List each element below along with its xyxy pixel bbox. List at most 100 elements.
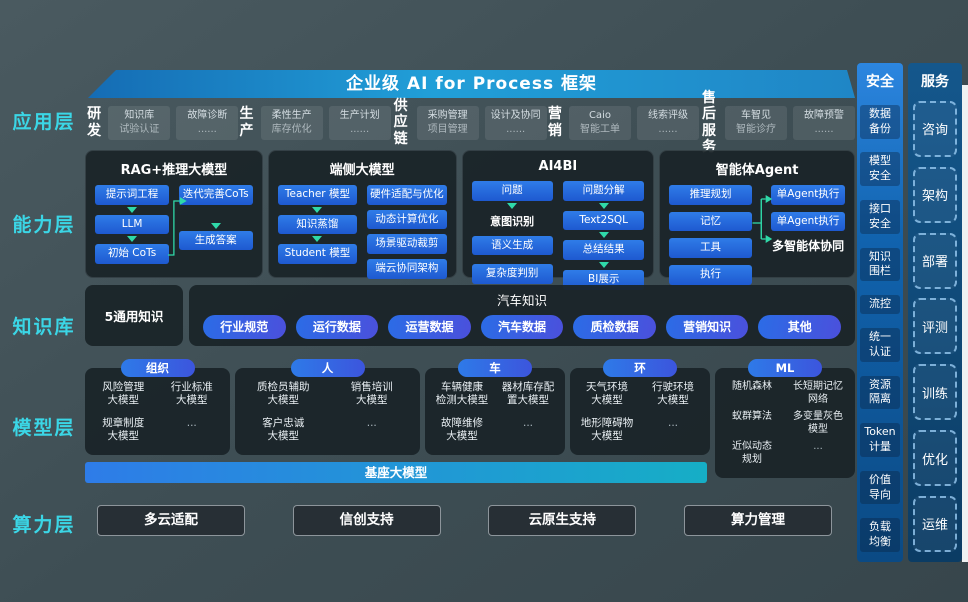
service-item: 运维 xyxy=(913,495,957,552)
security-item: 价值 导向 xyxy=(860,470,900,505)
flow-chip: 单Agent执行 xyxy=(771,185,845,205)
flow-column: 问题 意图识别 语义生成 复杂度判别 xyxy=(471,181,553,284)
flow-chip: Text2SQL xyxy=(563,210,645,231)
capability-box-edge: 端侧大模型 Teacher 模型 知识蒸馏 Student 模型 硬件适配与优化… xyxy=(267,150,457,279)
model-item: 销售培训 大模型 xyxy=(350,381,393,407)
flow-chip: 知识蒸馏 xyxy=(277,214,358,235)
capability-box-rag: RAG+推理大模型 提示词工程 LLM 初始 CoTs 迭代完善CoTs 生成答… xyxy=(85,150,263,278)
app-group-production: 生产 柔性生产 库存优化 生产计划 ...... xyxy=(238,105,391,140)
app-chip-line: ...... xyxy=(197,123,217,135)
app-group-aftersales: 售后服务 车智见 智能诊疗 故障预警 ...... xyxy=(699,90,855,155)
app-chip-line: ...... xyxy=(658,123,678,135)
services-panel: 服务 咨询 架构 部署 评测 训练 优化 运维 xyxy=(908,63,962,562)
app-chip-line: 采购管理 xyxy=(427,109,468,121)
flow-text-item: 意图识别 xyxy=(490,214,535,228)
model-tag-pill: 组织 xyxy=(120,359,195,377)
app-chip-line: 智能工单 xyxy=(579,123,620,135)
arrow-down-icon xyxy=(598,261,609,268)
model-item: 车辆健康 检测大模型 xyxy=(435,381,489,407)
app-chip-line: 库存优化 xyxy=(271,123,312,135)
security-panel: 安全 数据 备份 模型 安全 接口 安全 知识 围栏 流控 统一 认证 资源 隔… xyxy=(857,63,903,562)
knowledge-pill: 运营数据 xyxy=(388,315,471,339)
framework-title-banner: 企业级 AI for Process 框架 xyxy=(88,70,855,98)
knowledge-layer-row: 5通用知识 汽车知识 行业规范 运行数据 运营数据 汽车数据 质检数据 营销知识… xyxy=(85,285,855,346)
compute-layer-row: 多云适配 信创支持 云原生支持 算力管理 xyxy=(85,505,855,536)
model-item: 近似动态 规划 xyxy=(732,441,772,465)
model-item: 行业标准 大模型 xyxy=(170,381,213,407)
app-group-label: 营销 xyxy=(547,106,562,139)
app-group-rd: 研发 知识库 试验认证 故障诊断 ...... xyxy=(86,105,239,140)
security-item: 接口 安全 xyxy=(860,200,900,234)
model-item: 天气环境 大模型 xyxy=(586,381,628,407)
flow-column: 硬件适配与优化 动态计算优化 场景驱动裁剪 端云协同架构 xyxy=(367,185,447,279)
app-chip: 车智见 智能诊疗 xyxy=(725,105,787,140)
app-chip-line: 设计及协同 xyxy=(490,109,541,121)
model-category-people: 人 质检员辅助 大模型 销售培训 大模型 客户忠诚 大模型 ... xyxy=(235,359,420,455)
security-item: 流控 xyxy=(860,295,900,315)
arrow-down-icon xyxy=(210,222,221,229)
flow-chip: 记忆 xyxy=(669,211,752,232)
app-group-label: 供应链 xyxy=(393,98,408,147)
knowledge-general-box: 5通用知识 xyxy=(85,285,183,346)
service-item: 训练 xyxy=(913,364,957,421)
arrow-down-icon xyxy=(598,232,609,239)
model-tag-pill: ML xyxy=(748,359,822,377)
security-item: 知识 围栏 xyxy=(860,247,900,282)
layer-label-model: 模型层 xyxy=(12,417,76,439)
app-chip: 知识库 试验认证 xyxy=(108,105,171,140)
flow-chip: 总结结果 xyxy=(563,240,645,260)
capability-box-agent: 智能体Agent 推理规划 记忆 工具 执行 单Agent执行 xyxy=(659,150,855,285)
arrow-down-icon xyxy=(312,236,323,243)
flow-chip: LLM xyxy=(95,214,170,235)
flow-chip: 迭代完善CoTs xyxy=(178,185,253,205)
compute-item-multicloud: 多云适配 xyxy=(97,505,245,536)
app-chip-line: 智能诊疗 xyxy=(736,123,776,135)
model-item: 规章制度 大模型 xyxy=(102,417,145,443)
layer-label-knowledge: 知识库 xyxy=(12,316,76,338)
compute-item-cloudnative: 云原生支持 xyxy=(488,505,637,536)
flow-column: 问题分解 Text2SQL 总结结果 BI展示 xyxy=(563,181,645,290)
app-chip-line: 知识库 xyxy=(124,109,155,121)
flow-chip: 初始 CoTs xyxy=(95,244,170,264)
compute-item-management: 算力管理 xyxy=(683,505,832,536)
arrow-down-icon xyxy=(312,206,323,213)
app-chip-line: 柔性生产 xyxy=(271,109,312,121)
layer-label-application: 应用层 xyxy=(12,111,76,133)
knowledge-domain-box: 汽车知识 行业规范 运行数据 运营数据 汽车数据 质检数据 营销知识 其他 xyxy=(189,285,855,346)
app-chip: 设计及协同 ...... xyxy=(484,105,547,140)
application-layer-row: 研发 知识库 试验认证 故障诊断 ...... 生产 柔性生产 库存优化 生产计… xyxy=(86,90,855,155)
flow-chip: Teacher 模型 xyxy=(277,185,358,205)
flow-chip: 动态计算优化 xyxy=(367,209,447,230)
security-item: 统一 认证 xyxy=(860,327,900,362)
model-category-ml: ML 随机森林 长短期记忆 网络 蚁群算法 多变量灰色 模型 近似动态 规划 .… xyxy=(715,359,855,478)
model-item: 蚁群算法 xyxy=(732,411,772,422)
model-item: 器材库存配 置大模型 xyxy=(501,381,555,407)
app-chip: 采购管理 项目管理 xyxy=(416,105,479,140)
flow-column: 单Agent执行 单Agent执行 多智能体协同 xyxy=(771,185,845,269)
app-chip-line: 故障诊断 xyxy=(187,109,228,121)
knowledge-pill: 运行数据 xyxy=(295,315,379,339)
model-item: 风险管理 大模型 xyxy=(102,381,145,407)
capability-box-title: AI4BI xyxy=(538,159,578,174)
flow-chip: 推理规划 xyxy=(669,185,752,205)
app-chip-line: ...... xyxy=(350,123,370,135)
app-chip: 故障预警 ...... xyxy=(793,105,855,140)
flow-chip: 提示词工程 xyxy=(95,185,170,205)
flow-column: 迭代完善CoTs 生成答案 xyxy=(178,185,253,269)
flow-column: 提示词工程 LLM 初始 CoTs xyxy=(95,185,170,269)
capability-box-ai4bi: AI4BI 问题 意图识别 语义生成 复杂度判别 问题分解 Text2SQL 总… xyxy=(461,150,655,290)
model-tag-pill: 车 xyxy=(458,359,532,377)
model-item: 随机森林 xyxy=(732,381,772,392)
capability-box-title: RAG+推理大模型 xyxy=(120,163,228,178)
model-category-vehicle: 车 车辆健康 检测大模型 器材库存配 置大模型 故障维修 大模型 ... xyxy=(425,359,565,455)
app-group-supply-chain: 供应链 采购管理 项目管理 设计及协同 ...... xyxy=(391,98,547,147)
app-group-marketing: 营销 Caio 智能工单 线索评级 ...... xyxy=(547,105,699,140)
flow-chip: Student 模型 xyxy=(277,244,358,264)
knowledge-pill: 汽车数据 xyxy=(480,315,564,339)
knowledge-pill: 行业规范 xyxy=(203,315,286,339)
knowledge-domain-title: 汽车知识 xyxy=(496,293,547,308)
flow-chip: 工具 xyxy=(669,238,752,258)
security-item: 负载 均衡 xyxy=(860,518,900,552)
app-chip: Caio 智能工单 xyxy=(568,105,631,140)
